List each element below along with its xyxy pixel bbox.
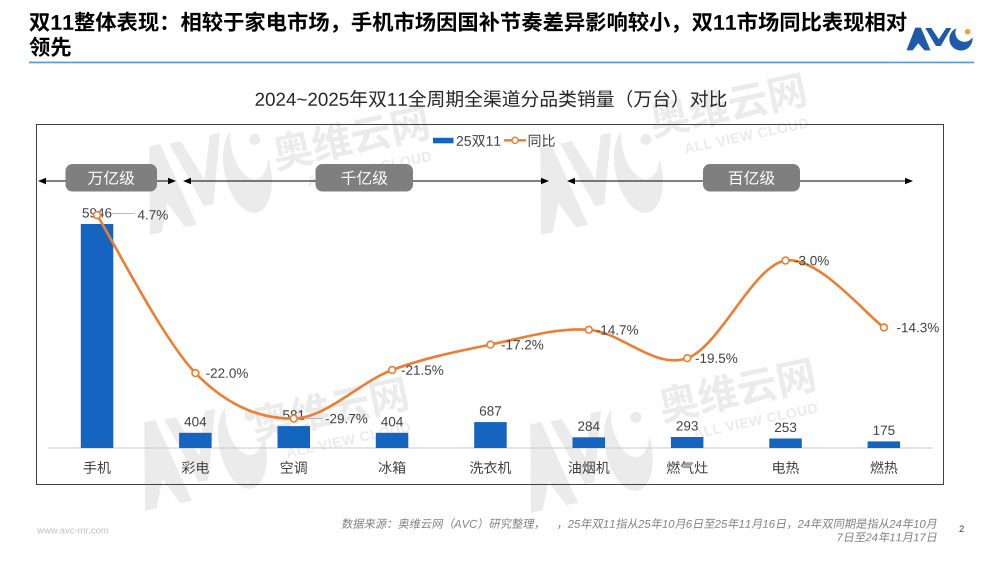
svg-text:www.avc-mr.com: www.avc-mr.com (36, 526, 109, 537)
svg-text:2: 2 (959, 524, 964, 535)
